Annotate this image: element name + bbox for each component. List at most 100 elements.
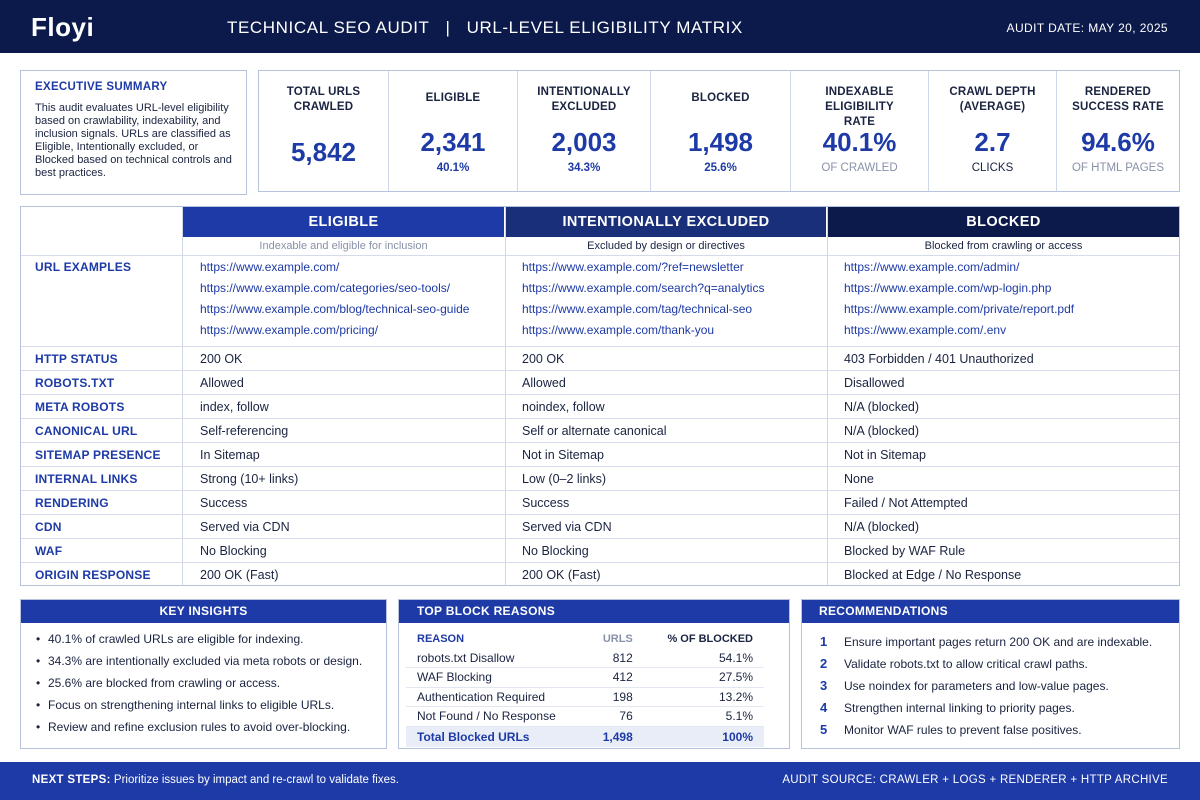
top-header-bar: Floyi TECHNICAL SEO AUDIT | URL-LEVEL ELIG… xyxy=(0,0,1200,53)
recommendations-heading: RECOMMENDATIONS xyxy=(802,600,1179,623)
row-divider xyxy=(21,514,1179,515)
next-steps-text: Prioritize issues by impact and re-crawl… xyxy=(110,774,399,786)
url-link[interactable]: https://www.example.com/.env xyxy=(844,323,1007,337)
cell-value: Disallowed xyxy=(844,376,905,390)
column-header: REASON xyxy=(417,633,465,645)
kpi-label: RENDERED SUCCESS RATE xyxy=(1072,86,1164,113)
kpi-label: ELIGIBLE xyxy=(425,92,481,104)
kpi-value: 94.6% xyxy=(1081,127,1155,157)
cell-value: Success xyxy=(200,496,248,510)
list-item: 3 Use noindex for parameters and low-valu… xyxy=(820,675,1179,697)
url-link[interactable]: https://www.example.com/pricing/ xyxy=(200,323,379,337)
kpi-label: BLOCKED xyxy=(691,92,750,104)
row-divider xyxy=(21,442,1179,443)
row-divider xyxy=(21,538,1179,539)
next-steps: NEXT STEPS: Prioritize issues by impact … xyxy=(32,774,399,786)
row-divider xyxy=(21,255,1179,256)
kpi-intentionally-excluded: INTENTIONALLY EXCLUDED 2,003 34.3% xyxy=(518,71,651,191)
kpi-sub: CLICKS xyxy=(971,162,1014,174)
cell-value: N/A (blocked) xyxy=(844,400,920,414)
block-reasons-table: REASON URLS % OF BLOCKED robots.txt Disa… xyxy=(406,630,764,747)
url-link[interactable]: https://www.example.com/private/report.p… xyxy=(844,302,1075,316)
table-cell: 27.5% xyxy=(643,667,764,688)
row-divider xyxy=(21,490,1179,491)
kpi-sub: OF CRAWLED xyxy=(821,162,898,174)
url-link[interactable]: https://www.example.com/thank-you xyxy=(522,323,715,337)
list-item: 2 Validate robots.txt to allow critical c… xyxy=(820,653,1179,675)
audit-date: AUDIT DATE: MAY 20, 2025 xyxy=(1006,21,1168,35)
executive-summary-card: EXECUTIVE SUMMARY This audit evaluates U… xyxy=(20,70,247,195)
cell-value: Success xyxy=(522,496,570,510)
kpi-label: INTENTIONALLY EXCLUDED xyxy=(537,86,631,113)
item-number: 1 xyxy=(820,634,828,649)
kpi-sub: 34.3% xyxy=(567,162,601,174)
row-label-cdn: CDN xyxy=(35,520,62,534)
row-divider xyxy=(21,346,1179,347)
cell-value: Blocked by WAF Rule xyxy=(844,544,966,558)
url-link[interactable]: https://www.example.com/categories/seo-t… xyxy=(200,281,451,295)
url-link[interactable]: https://www.example.com/admin/ xyxy=(844,260,1020,274)
kpi-total-urls: TOTAL URLS CRAWLED 5,842 xyxy=(259,71,389,191)
cell-value: 200 OK (Fast) xyxy=(522,568,601,582)
executive-summary-text: This audit evaluates URL-level eligibili… xyxy=(35,102,232,179)
item-number: 2 xyxy=(820,656,828,671)
cell-value: Served via CDN xyxy=(522,520,612,534)
cell-value: Served via CDN xyxy=(200,520,290,534)
report-title: TECHNICAL SEO AUDIT | URL-LEVEL ELIGIBILIT… xyxy=(227,18,743,38)
row-divider xyxy=(21,370,1179,371)
url-link[interactable]: https://www.example.com/tag/technical-se… xyxy=(522,302,753,316)
report-title-left: TECHNICAL SEO AUDIT xyxy=(227,18,430,37)
cell-value: 200 OK xyxy=(200,352,243,366)
column-header-intentionally-excluded: INTENTIONALLY EXCLUDED xyxy=(506,207,826,237)
row-divider xyxy=(21,562,1179,563)
item-number: 5 xyxy=(820,722,828,737)
url-link[interactable]: https://www.example.com/search?q=analyti… xyxy=(522,281,765,295)
list-item: Review and refine exclusion rules to avo… xyxy=(36,716,386,738)
table-cell: robots.txt Disallow xyxy=(406,648,586,668)
cell-value: None xyxy=(844,472,874,486)
kpi-indexable-rate: INDEXABLE ELIGIBILITY RATE 40.1% OF CRAW… xyxy=(791,71,929,191)
eligibility-matrix: ELIGIBLE INTENTIONALLY EXCLUDED BLOCKED … xyxy=(20,206,1180,586)
item-text: Ensure important pages return 200 OK and… xyxy=(844,635,1153,649)
cell-value: index, follow xyxy=(200,400,269,414)
table-row: robots.txt Disallow 812 54.1% xyxy=(406,648,764,668)
row-label-internal-links: INTERNAL LINKS xyxy=(35,472,138,486)
column-header-eligible: ELIGIBLE xyxy=(183,207,504,237)
row-label-sitemap-presence: SITEMAP PRESENCE xyxy=(35,448,161,462)
title-separator: | xyxy=(445,18,451,37)
cell-value: N/A (blocked) xyxy=(844,424,920,438)
item-number: 3 xyxy=(820,678,828,693)
column-header: % OF BLOCKED xyxy=(667,633,753,645)
cell-value: Allowed xyxy=(200,376,244,390)
row-label-origin-response: ORIGIN RESPONSE xyxy=(35,568,151,582)
url-link[interactable]: https://www.example.com/ xyxy=(200,260,340,274)
url-link[interactable]: https://www.example.com/blog/technical-s… xyxy=(200,302,470,316)
url-link[interactable]: https://www.example.com/?ref=newsletter xyxy=(522,260,744,274)
list-item: 25.6% are blocked from crawling or acces… xyxy=(36,672,386,694)
item-text: Validate robots.txt to allow critical cr… xyxy=(844,657,1088,671)
url-link[interactable]: https://www.example.com/wp-login.php xyxy=(844,281,1052,295)
cell-value: Low (0–2 links) xyxy=(522,472,607,486)
table-row: Authentication Required 198 13.2% xyxy=(406,687,764,707)
kpi-eligible: ELIGIBLE 2,341 40.1% xyxy=(389,71,518,191)
key-insights-panel: KEY INSIGHTS 40.1% of crawled URLs are e… xyxy=(20,599,387,749)
cell-value: Failed / Not Attempted xyxy=(844,496,968,510)
column-divider xyxy=(827,207,828,585)
row-label-rendering: RENDERING xyxy=(35,496,109,510)
cell-value: noindex, follow xyxy=(522,400,605,414)
row-divider xyxy=(21,418,1179,419)
table-cell: 198 xyxy=(585,687,644,707)
cell-value: No Blocking xyxy=(522,544,589,558)
kpi-label: INDEXABLE ELIGIBILITY RATE xyxy=(825,86,894,128)
kpi-value: 2,341 xyxy=(420,127,486,157)
audit-source: AUDIT SOURCE: CRAWLER + LOGS + RENDERER … xyxy=(782,774,1168,786)
kpi-value: 1,498 xyxy=(687,127,754,157)
item-text: Use noindex for parameters and low-value… xyxy=(844,679,1109,693)
table-header-row: REASON URLS % OF BLOCKED xyxy=(406,630,764,648)
kpi-label: TOTAL URLS CRAWLED xyxy=(286,86,361,113)
kpi-rendered-success: RENDERED SUCCESS RATE 94.6% OF HTML PAGE… xyxy=(1057,71,1179,191)
column-divider xyxy=(505,207,506,585)
kpi-value: 5,842 xyxy=(290,137,357,167)
row-label-canonical-url: CANONICAL URL xyxy=(35,424,138,438)
list-item: 4 Strengthen internal linking to priority… xyxy=(820,697,1179,719)
